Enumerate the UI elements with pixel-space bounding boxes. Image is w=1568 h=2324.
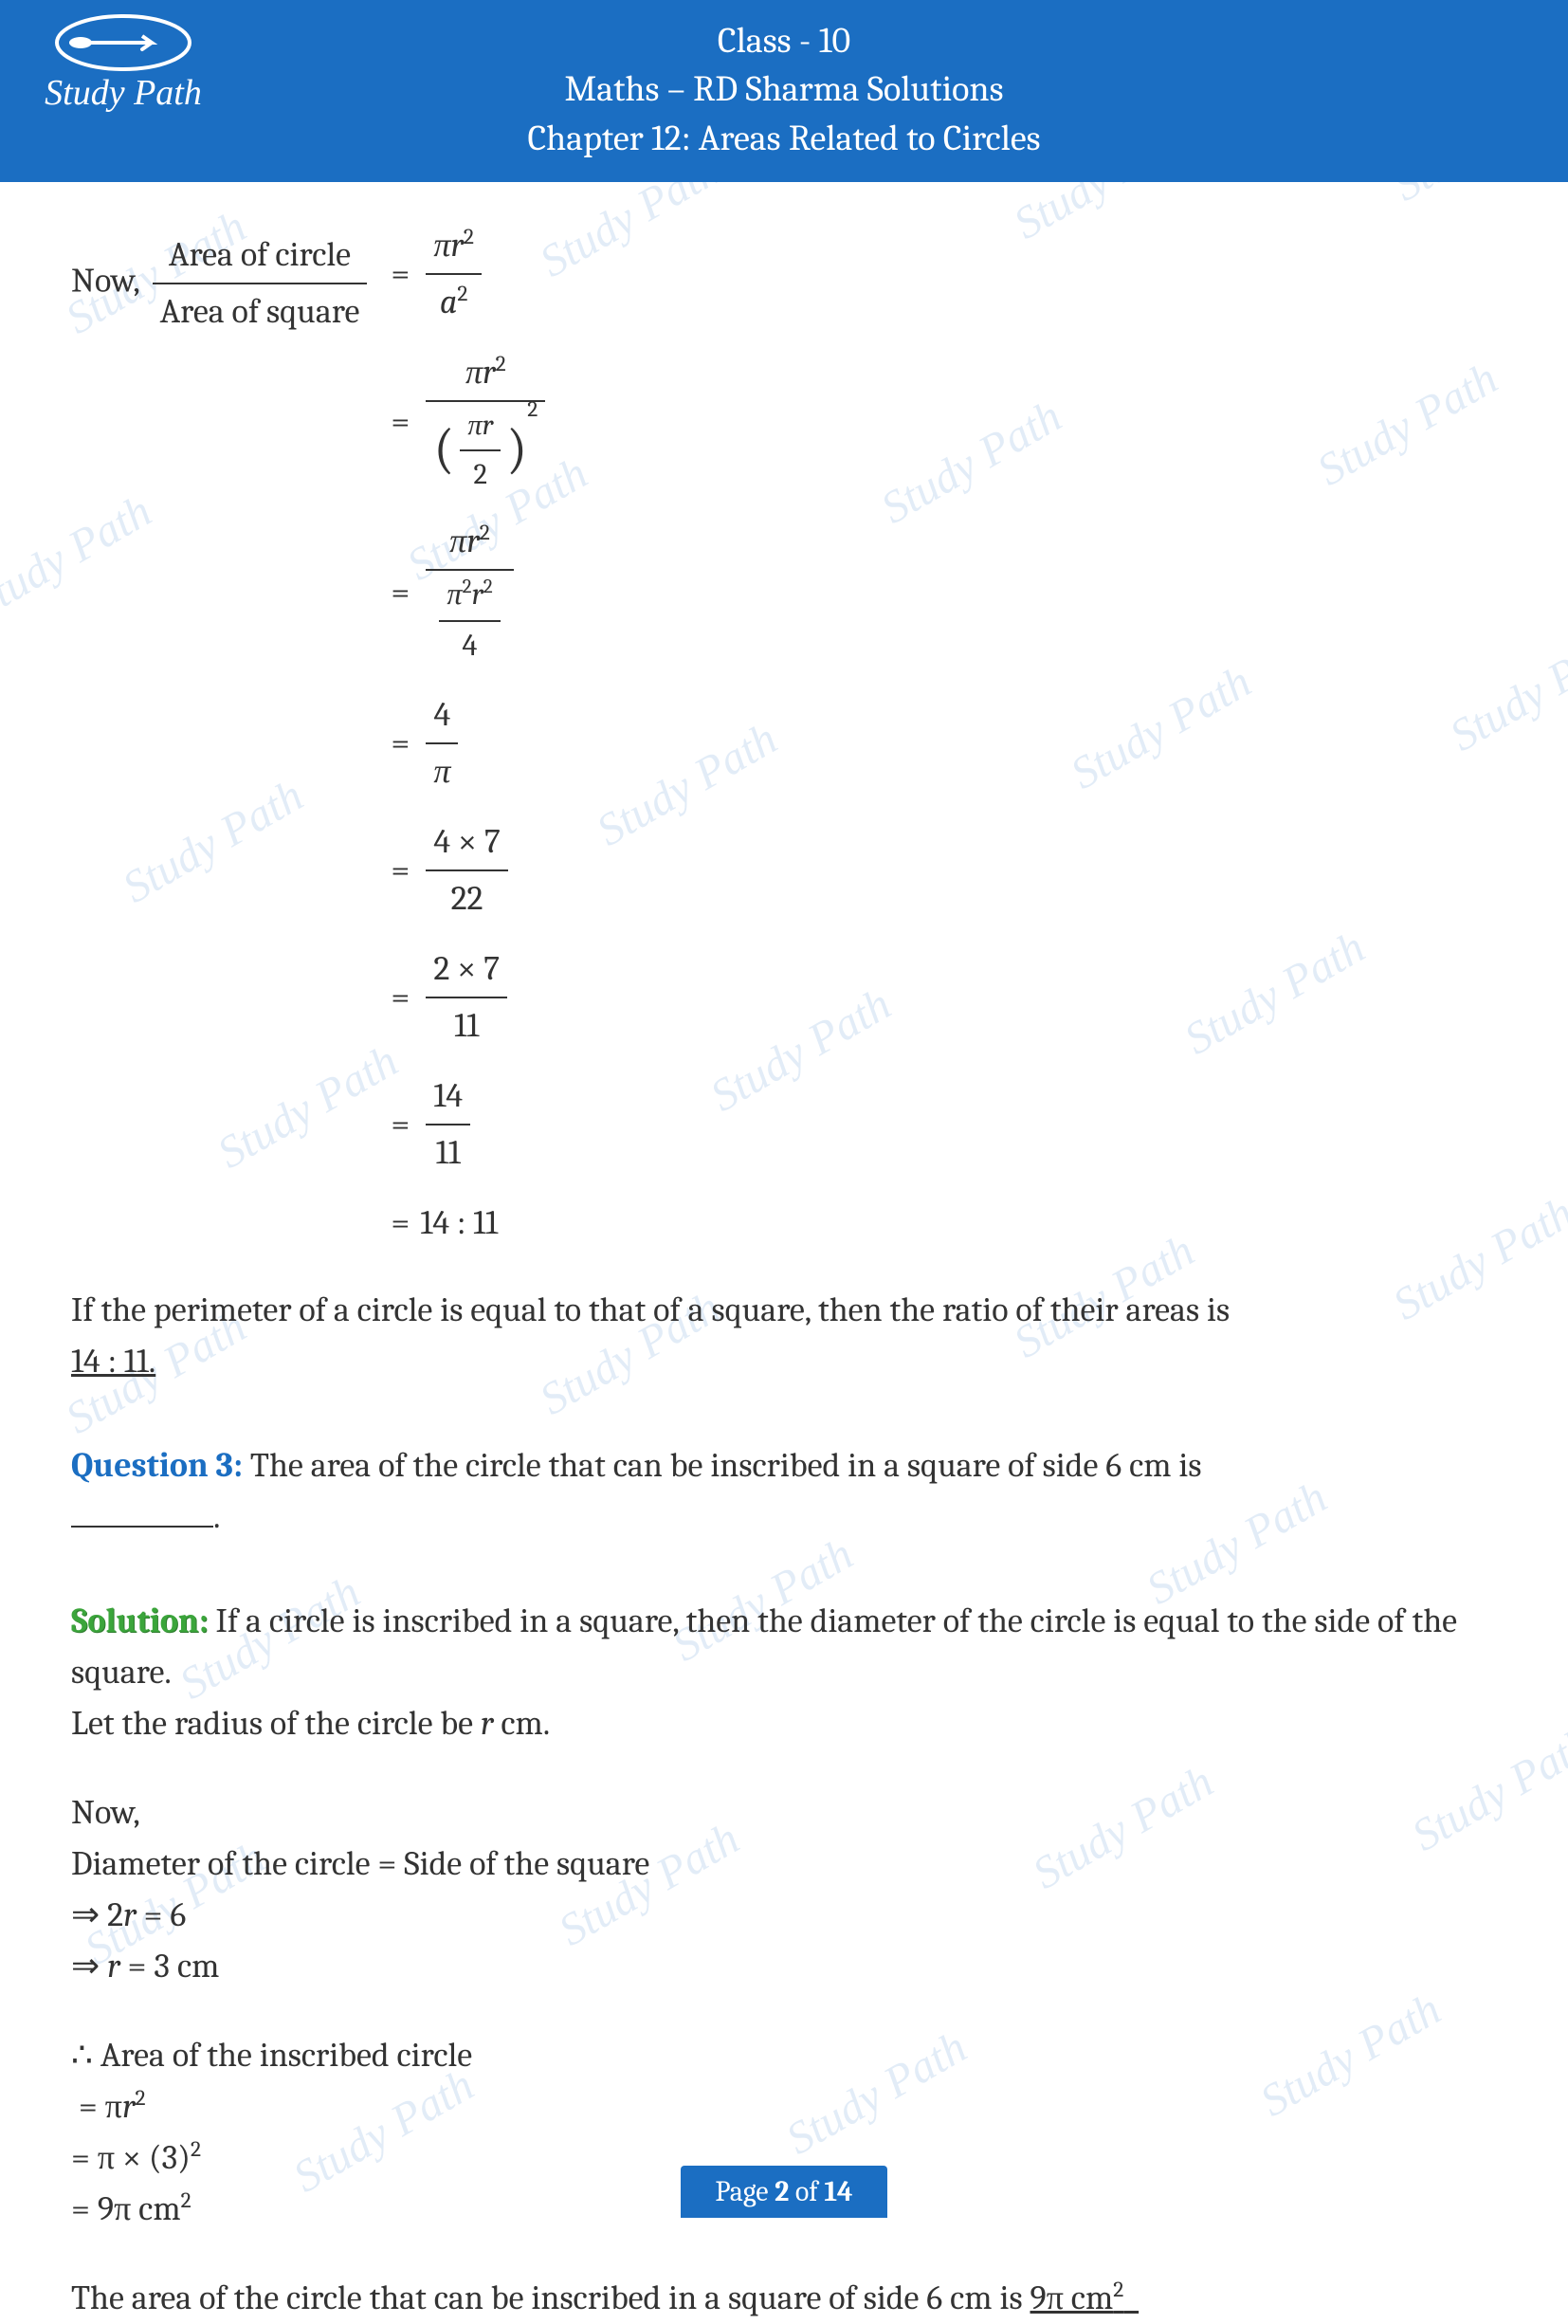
area-label: ∴ Area of the inscribed circle [71,2036,472,2075]
equals-sign: = [380,248,420,300]
solution-block: Solution: If a circle is inscribed in a … [71,1596,1497,1749]
now-label-2: Now, [71,1793,140,1832]
step3-num: 4 [426,689,458,744]
svg-text:Study Path: Study Path [45,73,202,113]
equals-sign: = [380,972,420,1023]
page-footer: Page 2 of 14 [0,2166,1568,2218]
fill-blank [71,1526,213,1528]
calc-block: Now, Diameter of the circle = Side of th… [71,1787,1497,1992]
header-subject: Maths – RD Sharma Solutions [0,65,1568,114]
question-3: Question 3: The area of the circle that … [71,1440,1497,1543]
solution-label: Solution: [71,1601,209,1640]
equals-sign: = [380,396,420,448]
step3-den: π [426,744,458,797]
step5-den: 11 [426,998,507,1052]
step0-den: a2 [426,275,482,328]
step4-num: 4 × 7 [426,816,507,871]
conclusion-text: If the perimeter of a circle is equal to… [71,1290,1230,1329]
area-l1: = πr2 [71,2087,146,2126]
eq-r: ⇒ r = 3 cm [71,1947,219,1985]
diameter-eq: Diameter of the circle = Side of the squ… [71,1844,649,1883]
eq-2r: ⇒ 2r = 6 [71,1895,186,1934]
step4-den: 22 [426,871,507,924]
equals-sign: = [380,718,420,769]
page-mid: of [789,2175,824,2208]
step2-den: π2r2 4 [426,571,513,670]
header-chapter: Chapter 12: Areas Related to Circles [0,115,1568,163]
solution-p1: If a circle is inscribed in a square, th… [71,1601,1457,1692]
ratio-denominator: Area of square [153,284,368,338]
radius-var: r [481,1704,494,1743]
step6-den: 11 [426,1125,470,1179]
now-label: Now, [71,261,139,300]
question-text: The area of the circle that can be inscr… [243,1446,1202,1485]
equals-sign: = [380,1099,420,1150]
equals-sign: = [380,1198,420,1249]
conclusion-1: If the perimeter of a circle is equal to… [71,1285,1497,1387]
step2-num: πr2 [426,516,513,571]
ratio-derivation: Now, Area of circle Area of square = πr2… [71,210,1497,1258]
ratio-numerator: Area of circle [153,229,368,284]
question-label: Question 3: [71,1446,243,1485]
step5-num: 2 × 7 [426,943,507,998]
final-text: The area of the circle that can be inscr… [71,2278,1030,2317]
final-answer: The area of the circle that can be inscr… [71,2273,1497,2324]
page-header: Class - 10 Maths – RD Sharma Solutions C… [0,0,1568,182]
page-prefix: Page [715,2175,775,2208]
conclusion-answer: 14 : 11. [71,1342,155,1381]
page-total: 14 [824,2175,852,2208]
study-path-logo: Study Path [28,9,218,123]
equals-sign: = [380,567,420,618]
step1-den: ( πr 2 ) 2 [426,402,545,497]
ratio-start: Now, Area of circle Area of square [71,210,373,338]
solution-p2a: Let the radius of the circle be [71,1704,481,1743]
solution-p2b: cm. [493,1704,550,1743]
page-number-bar: Page 2 of 14 [681,2166,886,2218]
step6-num: 14 [426,1071,470,1125]
page-current: 2 [775,2175,789,2208]
final-value: 9π cm2 [1030,2278,1140,2317]
header-class: Class - 10 [0,17,1568,65]
page-content: Now, Area of circle Area of square = πr2… [0,182,1568,2324]
step0-num: πr2 [426,220,482,275]
step7-result: 14 : 11 [420,1198,498,1249]
equals-sign: = [380,845,420,896]
